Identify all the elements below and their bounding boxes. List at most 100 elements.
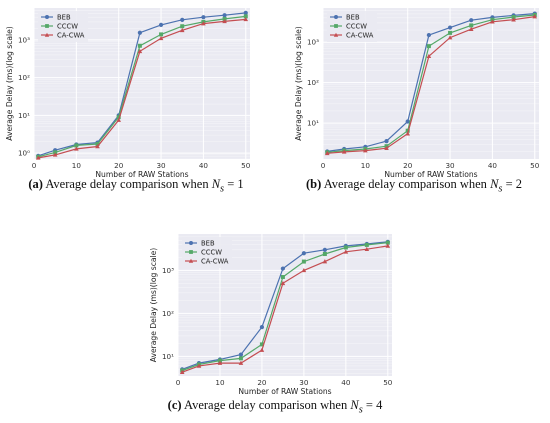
caption-c-sub: s xyxy=(358,404,363,416)
chart-c-point-cccw xyxy=(343,245,348,250)
caption-c-var: N xyxy=(350,398,359,412)
chart-a-point-beb xyxy=(180,17,185,22)
chart-b-point-cccw xyxy=(405,128,410,133)
chart-a-x-axis-label: Number of RAW Stations xyxy=(95,170,188,179)
chart-a-point-ca-cwa xyxy=(95,144,100,149)
chart-c-point-ca-cwa xyxy=(259,347,265,352)
chart-c-x-tick-label: 40 xyxy=(341,378,351,387)
caption-b: (b) Average delay comparison when Ns = 2 xyxy=(278,177,550,195)
chart-b-point-ca-cwa xyxy=(426,53,432,59)
chart-a-legend-label-cccw: CCCW xyxy=(57,22,78,30)
chart-a-point-cccw xyxy=(116,115,121,120)
chart-c-point-ca-cwa xyxy=(322,259,328,264)
chart-b-legend-marker-cccw xyxy=(334,24,338,28)
chart-c-point-ca-cwa xyxy=(364,246,370,252)
chart-b-point-cccw xyxy=(469,23,474,28)
chart-c-svg: 10¹ 10² 10³ 0 10 20 30 40 50 Number of RAW Statio… xyxy=(149,234,393,396)
chart-c-point-cccw xyxy=(280,275,285,280)
caption-c-text: Average delay comparison when xyxy=(183,398,348,412)
chart-b-legend-label-cccw: CCCW xyxy=(346,22,367,30)
chart-b-point-ca-cwa xyxy=(468,26,474,31)
chart-c-point-cccw xyxy=(364,242,369,247)
chart-a-point-cccw xyxy=(53,150,58,155)
chart-b-y-tick-label: 10³ xyxy=(307,38,319,47)
caption-c-label: (c) xyxy=(167,398,182,412)
chart-a-point-ca-cwa xyxy=(52,152,58,157)
chart-c-y-tick-label: 10¹ xyxy=(162,352,174,361)
chart-b-point-beb xyxy=(384,138,389,144)
caption-b-rest: = 2 xyxy=(502,177,523,191)
chart-a-point-ca-cwa xyxy=(222,18,227,24)
chart-b-point-ca-cwa xyxy=(384,145,389,151)
chart-c-point-ca-cwa xyxy=(343,249,349,254)
chart-a-y-axis-label: Average Delay (ms)(log scale) xyxy=(5,26,14,141)
chart-b-point-cccw xyxy=(448,30,453,35)
chart-b-x-tick-label: 30 xyxy=(445,161,455,170)
chart-c-point-ca-cwa xyxy=(280,280,286,286)
chart-a-legend-marker-beb xyxy=(45,15,49,19)
chart-a-point-ca-cwa xyxy=(35,155,41,160)
chart-a-y-tick-label: 10¹ xyxy=(18,111,30,120)
chart-a-point-cccw xyxy=(95,141,100,146)
chart-c-legend-label-beb: BEB xyxy=(201,239,215,247)
chart-c-point-ca-cwa xyxy=(217,360,223,365)
chart-c-point-ca-cwa xyxy=(179,369,185,374)
chart-c-y-tick-label: 10² xyxy=(162,309,174,318)
chart-c-point-cccw xyxy=(238,356,243,361)
chart-c-x-tick-label: 20 xyxy=(257,378,267,387)
caption-b-var: N xyxy=(490,177,499,191)
chart-b-x-tick-label: 50 xyxy=(530,161,540,170)
chart-a-y-tick-label: 10³ xyxy=(18,35,30,44)
chart-c-point-beb xyxy=(238,352,244,357)
chart-a-point-cccw xyxy=(243,14,248,19)
chart-c-point-beb xyxy=(322,247,327,252)
chart-b-point-ca-cwa xyxy=(490,19,495,24)
chart-c-legend-label-cccw: CCCW xyxy=(201,248,222,256)
chart-a-y-tick-label: 10⁰ xyxy=(18,149,30,158)
chart-a-x-tick-label: 30 xyxy=(156,161,166,170)
caption-a-label: (a) xyxy=(28,177,43,191)
chart-a-point-beb xyxy=(137,30,142,35)
chart-a-point-ca-cwa xyxy=(179,27,185,33)
chart-c-y-tick-label: 10³ xyxy=(162,266,174,275)
caption-c: (c) Average delay comparison when Ns = 4 xyxy=(138,398,412,416)
chart-b-y-tick-label: 10² xyxy=(307,78,319,87)
chart-c-point-ca-cwa xyxy=(238,360,244,365)
chart-a-legend-marker-cccw xyxy=(45,24,49,28)
chart-b-x-axis-label: Number of RAW Stations xyxy=(384,170,477,179)
chart-c-x-tick-label: 30 xyxy=(299,378,309,387)
chart-a-x-tick-label: 20 xyxy=(114,161,124,170)
chart-a-point-ca-cwa xyxy=(137,48,143,54)
chart-b-point-beb xyxy=(447,25,453,30)
chart-c-legend-marker-cccw xyxy=(189,250,193,254)
chart-c-point-ca-cwa xyxy=(196,363,202,368)
caption-a: (a) Average delay comparison when Ns = 1 xyxy=(0,177,272,195)
chart-c-x-tick-label: 50 xyxy=(383,378,393,387)
chart-panel-b: 10¹ 10² 10³ 0 10 20 30 40 50 Number of RAW Statio… xyxy=(278,0,550,200)
chart-b-point-beb xyxy=(405,119,410,124)
chart-a-point-cccw xyxy=(159,32,164,37)
caption-a-sub: s xyxy=(220,183,225,195)
chart-b-point-beb xyxy=(426,32,431,38)
chart-a-x-tick-label: 40 xyxy=(199,161,209,170)
chart-a-point-beb xyxy=(158,22,164,27)
chart-b-point-ca-cwa xyxy=(447,35,453,40)
chart-c-y-axis-label: Average Delay (ms)(log scale) xyxy=(149,248,158,363)
chart-b-x-tick-label: 20 xyxy=(403,161,413,170)
chart-a-point-beb xyxy=(243,10,248,15)
chart-b-point-beb xyxy=(469,18,474,23)
chart-c-point-ca-cwa xyxy=(385,243,391,248)
chart-a-legend-label-ca-cwa: CA-CWA xyxy=(57,31,85,39)
chart-c-point-cccw xyxy=(259,342,264,347)
chart-a-point-cccw xyxy=(74,143,79,148)
chart-c-x-tick-label: 0 xyxy=(176,378,181,387)
chart-a-point-ca-cwa xyxy=(201,21,206,26)
chart-c-point-beb xyxy=(259,324,265,330)
caption-b-text: Average delay comparison when xyxy=(323,177,487,191)
chart-a-point-ca-cwa xyxy=(158,35,164,41)
chart-a-point-beb xyxy=(201,15,206,20)
caption-c-rest: = 4 xyxy=(362,398,383,412)
chart-b-point-ca-cwa xyxy=(324,150,330,156)
chart-c-point-cccw xyxy=(217,358,222,363)
chart-b-point-ca-cwa xyxy=(532,14,538,19)
